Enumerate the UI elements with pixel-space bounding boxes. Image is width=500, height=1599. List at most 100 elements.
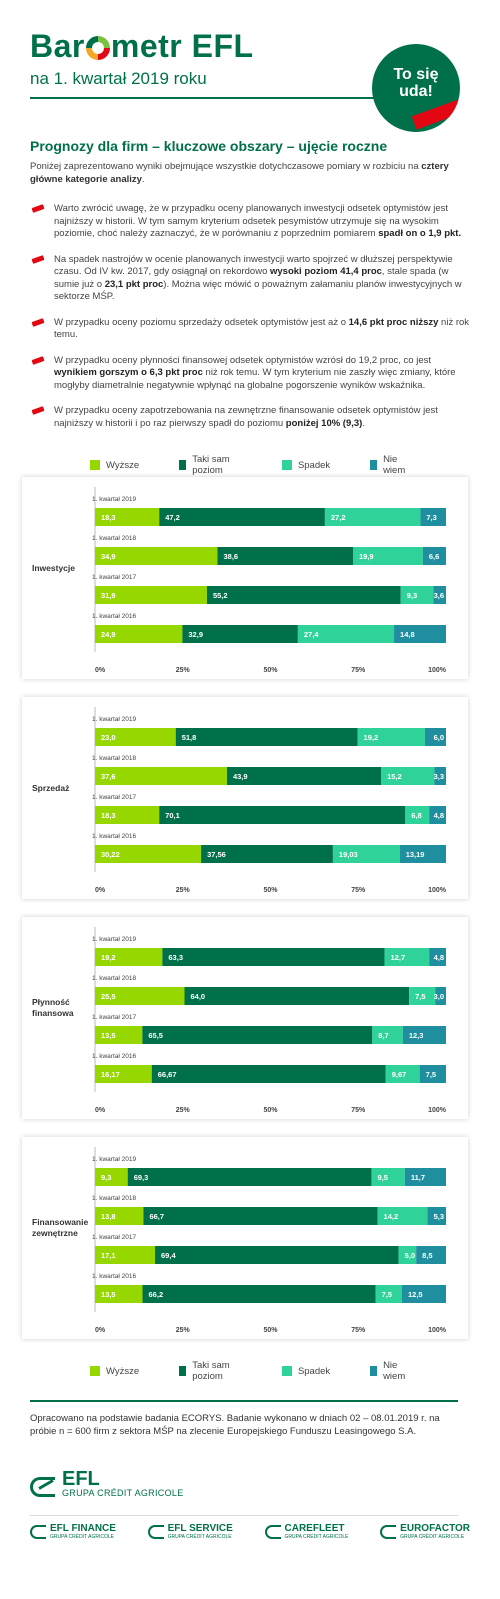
legend-label: Spadek bbox=[297, 1365, 331, 1377]
bar-value-label: 3,3 bbox=[434, 772, 444, 781]
bar-value-label: 23,0 bbox=[101, 733, 116, 742]
x-tick-label: 100% bbox=[428, 1327, 447, 1334]
x-tick-label: 100% bbox=[428, 667, 447, 674]
bar-segment bbox=[95, 1246, 156, 1264]
bullet-bold-text: spadł on o 1,9 pkt. bbox=[378, 228, 462, 239]
bar-value-label: 6,0 bbox=[434, 733, 444, 742]
legend-swatch bbox=[370, 1366, 378, 1376]
bar-segment bbox=[95, 767, 227, 785]
chart-category-title: Finansowanie zewnętrzne bbox=[32, 1217, 88, 1238]
bar-segment bbox=[182, 625, 298, 643]
row-label: 1. kwartał 2018 bbox=[92, 1195, 136, 1202]
footer-separator bbox=[30, 1515, 458, 1516]
legend-item: Taki sam poziom bbox=[179, 454, 242, 476]
bar-segment bbox=[429, 948, 446, 966]
bar-value-label: 38,6 bbox=[223, 552, 238, 561]
row-label: 1. kwartał 2018 bbox=[92, 535, 136, 542]
legend-label: Wyższe bbox=[106, 459, 140, 471]
bar-segment bbox=[427, 1207, 446, 1225]
row-label: 1. kwartał 2018 bbox=[92, 975, 136, 982]
section-title: Prognozy dla firm – kluczowe obszary – u… bbox=[30, 138, 388, 154]
bar-value-label: 7,5 bbox=[382, 1290, 392, 1299]
bar-value-label: 7,5 bbox=[426, 1070, 436, 1079]
bar-segment bbox=[95, 728, 176, 746]
bar-segment bbox=[400, 586, 434, 604]
bar-value-label: 27,4 bbox=[304, 630, 319, 639]
bar-segment bbox=[398, 1246, 417, 1264]
bar-value-label: 18,3 bbox=[101, 811, 116, 820]
legend-item: Spadek bbox=[281, 454, 330, 476]
bar-value-label: 12,3 bbox=[409, 1031, 424, 1040]
chart-category-title-line: zewnętrzne bbox=[32, 1228, 78, 1238]
chart-category-title-line: Sprzedaż bbox=[32, 783, 69, 793]
barometr-logo: Bar metr EFL bbox=[30, 28, 470, 65]
row-label: 1. kwartał 2017 bbox=[92, 574, 136, 581]
bar-segment bbox=[394, 625, 446, 643]
bar-segment bbox=[143, 1207, 378, 1225]
x-tick-label: 0% bbox=[95, 887, 106, 894]
x-tick-label: 0% bbox=[95, 1107, 106, 1114]
bar-segment bbox=[95, 987, 185, 1005]
bar-segment bbox=[402, 1026, 446, 1044]
bar-segment bbox=[434, 767, 446, 785]
bar-value-label: 64,0 bbox=[191, 992, 206, 1001]
partner-name: EUROFACTOR bbox=[400, 1523, 470, 1534]
bullet-text: , stale spada (w sumie już o bbox=[54, 266, 449, 290]
bar-value-label: 6,8 bbox=[411, 811, 421, 820]
bar-value-label: 34,9 bbox=[101, 552, 116, 561]
bar-segment bbox=[352, 547, 423, 565]
partner-group: GRUPA CRÉDIT AGRICOLE bbox=[284, 1534, 349, 1540]
bar-segment bbox=[95, 806, 160, 824]
bar-value-label: 13,8 bbox=[101, 1212, 116, 1221]
bar-segment bbox=[151, 1065, 386, 1083]
partner-logo: EUROFACTOR GRUPA CRÉDIT AGRICOLE bbox=[380, 1524, 470, 1540]
x-tick-label: 75% bbox=[351, 1327, 366, 1334]
bullet-bold-text: 23,1 pkt proc bbox=[104, 278, 164, 290]
bar-value-label: 65,5 bbox=[148, 1031, 163, 1040]
row-label: 1. kwartał 2016 bbox=[92, 833, 136, 840]
bar-value-label: 13,19 bbox=[406, 850, 425, 859]
chart-category-title: Sprzedaż bbox=[32, 783, 69, 793]
bar-value-label: 27,2 bbox=[331, 513, 346, 522]
partner-mark-icon bbox=[30, 1525, 46, 1539]
x-tick-label: 25% bbox=[176, 1327, 191, 1334]
bullet-bold-text: 14,6 pkt proc niższy bbox=[348, 316, 439, 328]
x-tick-label: 25% bbox=[176, 887, 191, 894]
legend-swatch bbox=[179, 1366, 187, 1376]
partner-logo: CAREFLEET GRUPA CRÉDIT AGRICOLE bbox=[264, 1524, 349, 1540]
partner-logo: EFL FINANCE GRUPA CRÉDIT AGRICOLE bbox=[30, 1524, 116, 1540]
bullet-bold-text: wysoki poziom 41,4 proc bbox=[270, 266, 382, 277]
bar-value-label: 19,9 bbox=[359, 552, 374, 561]
bar-segment bbox=[155, 1246, 399, 1264]
bar-value-label: 5,3 bbox=[434, 1212, 444, 1221]
bullet-text: W przypadku oceny poziomu sprzedaży odse… bbox=[54, 316, 349, 328]
chart-finansowanie-zewnetrzne: Finansowanie zewnętrzne 1. kwartał 2019 9,3… bbox=[32, 1147, 447, 1334]
partner-logo: EFL SERVICE GRUPA CRÉDIT AGRICOLE bbox=[147, 1524, 233, 1540]
bar-value-label: 9,67 bbox=[392, 1070, 407, 1079]
legend-swatch bbox=[281, 1366, 292, 1376]
x-tick-label: 50% bbox=[263, 1107, 278, 1114]
partner-mark-icon bbox=[380, 1525, 397, 1539]
bar-segment bbox=[95, 625, 183, 643]
partner-group: GRUPA CRÉDIT AGRICOLE bbox=[50, 1534, 114, 1540]
bar-segment bbox=[399, 845, 446, 863]
bar-value-label: 6,6 bbox=[429, 552, 439, 561]
bar-value-label: 7,5 bbox=[415, 992, 425, 1001]
bar-value-label: 3,0 bbox=[434, 992, 444, 1001]
bar-segment bbox=[95, 1168, 128, 1186]
legend-label: Nie wiem bbox=[383, 1360, 406, 1382]
chart-category-title-line: Finansowanie bbox=[32, 1217, 88, 1227]
x-tick-label: 75% bbox=[351, 887, 366, 894]
bar-segment bbox=[201, 845, 333, 863]
header: Bar metr EFL na 1. kwartał 2019 roku bbox=[30, 28, 470, 98]
bar-segment bbox=[384, 948, 430, 966]
legend-swatch bbox=[179, 460, 187, 470]
bar-value-label: 63,3 bbox=[168, 953, 183, 962]
badge-line-1: To się bbox=[393, 66, 439, 83]
chart-panel-sprzedaz: Sprzedaż 1. kwartał 2019 23,0 51,8 19,2 6,0 1.… bbox=[22, 697, 468, 899]
row-label: 1. kwartał 2019 bbox=[92, 496, 136, 503]
bar-value-label: 14,8 bbox=[400, 630, 415, 639]
bar-segment bbox=[206, 586, 401, 604]
bar-segment bbox=[95, 547, 218, 565]
partner-mark-icon bbox=[147, 1525, 164, 1539]
